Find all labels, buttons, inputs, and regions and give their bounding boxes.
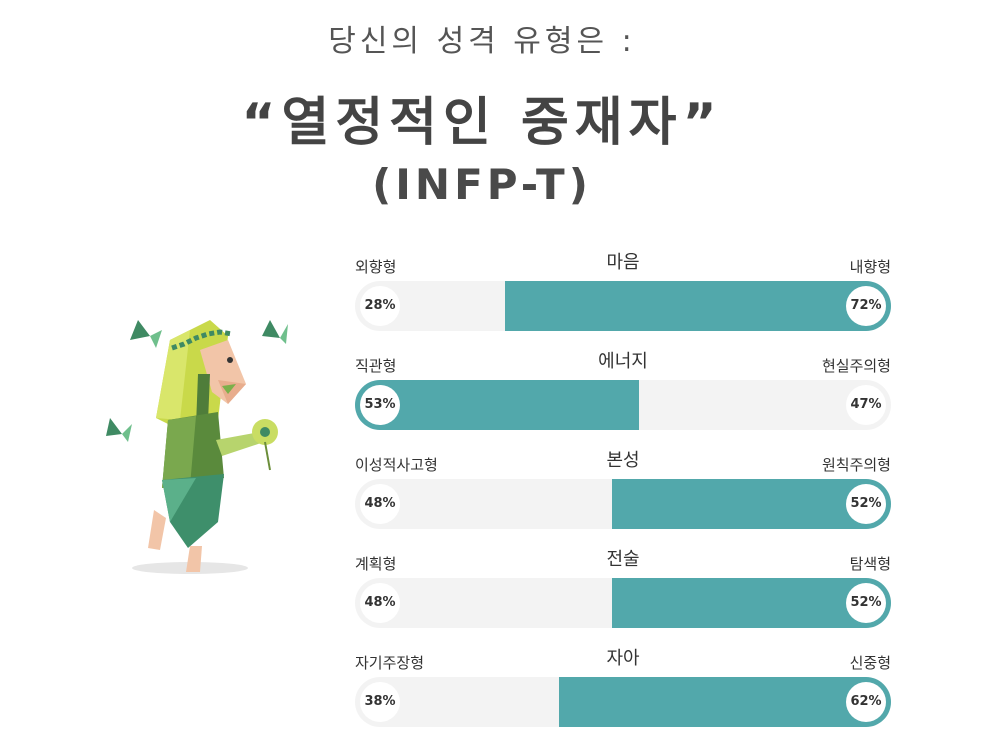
scale-bar: 28% 72% (355, 281, 891, 331)
scale-right-label: 탐색형 (849, 555, 891, 573)
scale-fill (558, 677, 891, 727)
scale-right-percent: 52% (846, 484, 886, 524)
scale-left-percent: 38% (360, 682, 400, 722)
scale-right-percent: 72% (846, 286, 886, 326)
scale-left-percent: 53% (360, 385, 400, 425)
scale-dimension-label: 본성 (606, 450, 640, 471)
scale-left-percent: 48% (360, 484, 400, 524)
scale-right-label: 원칙주의형 (821, 456, 891, 474)
mediator-character-icon (106, 320, 288, 574)
scale-left-percent: 28% (360, 286, 400, 326)
scale-dimension-label: 에너지 (598, 351, 648, 372)
trait-scale-energy: 직관형 에너지 현실주의형 53% 47% (355, 347, 891, 446)
personality-type-code: (INFP-T) (372, 160, 592, 209)
scale-left-label: 외향형 (355, 258, 397, 276)
scale-fill (355, 380, 640, 430)
scale-left-label: 자기주장형 (355, 654, 425, 672)
scale-right-label: 신중형 (849, 654, 891, 672)
scale-fill (612, 479, 891, 529)
scale-right-percent: 62% (846, 682, 886, 722)
scale-bar: 48% 52% (355, 578, 891, 628)
scale-right-label: 내향형 (849, 258, 891, 276)
trait-scale-tactics: 계획형 전술 탐색형 48% 52% (355, 545, 891, 644)
scale-fill (505, 281, 891, 331)
scale-dimension-label: 전술 (606, 549, 640, 570)
scale-right-percent: 47% (846, 385, 886, 425)
scale-right-label: 현실주의형 (821, 357, 891, 375)
result-subtitle: 당신의 성격 유형은 : (328, 24, 636, 59)
scale-left-percent: 48% (360, 583, 400, 623)
scale-bar: 38% 62% (355, 677, 891, 727)
scale-left-label: 계획형 (355, 555, 397, 573)
scale-bar: 53% 47% (355, 380, 891, 430)
trait-scale-nature: 이성적사고형 본성 원칙주의형 48% 52% (355, 446, 891, 545)
trait-scale-identity: 자기주장형 자아 신중형 38% 62% (355, 644, 891, 743)
scale-left-label: 직관형 (355, 357, 397, 375)
scale-dimension-label: 마음 (606, 252, 640, 273)
trait-scales: 외향형 마음 내향형 28% 72% 직관형 에너지 현실주의형 53% 47%… (355, 248, 891, 743)
personality-type-name: “열정적인 중재자” (241, 93, 723, 153)
scale-fill (612, 578, 891, 628)
scale-left-label: 이성적사고형 (355, 456, 438, 474)
scale-right-percent: 52% (846, 583, 886, 623)
trait-scale-mind: 외향형 마음 내향형 28% 72% (355, 248, 891, 347)
scale-dimension-label: 자아 (606, 648, 640, 669)
scale-bar: 48% 52% (355, 479, 891, 529)
